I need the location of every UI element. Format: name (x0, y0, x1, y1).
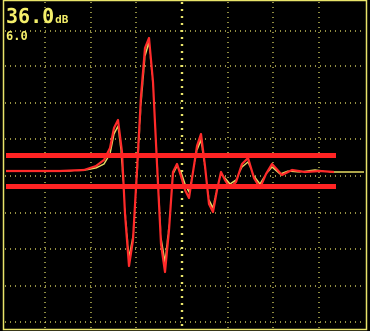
a-scan-waveform (6, 41, 364, 263)
a-scan-envelope-trace (6, 36, 335, 274)
gain-value[interactable]: 36.0 (6, 4, 55, 28)
gain-unit: dB (55, 13, 69, 26)
gain-step-value[interactable]: 6.0 (6, 29, 28, 43)
graticule-grid-icon (5, 2, 365, 329)
gate-line-lower[interactable] (6, 184, 336, 189)
gate-line-upper[interactable] (6, 153, 336, 158)
gain-readout: 36.0dB 6.0 (6, 6, 68, 42)
